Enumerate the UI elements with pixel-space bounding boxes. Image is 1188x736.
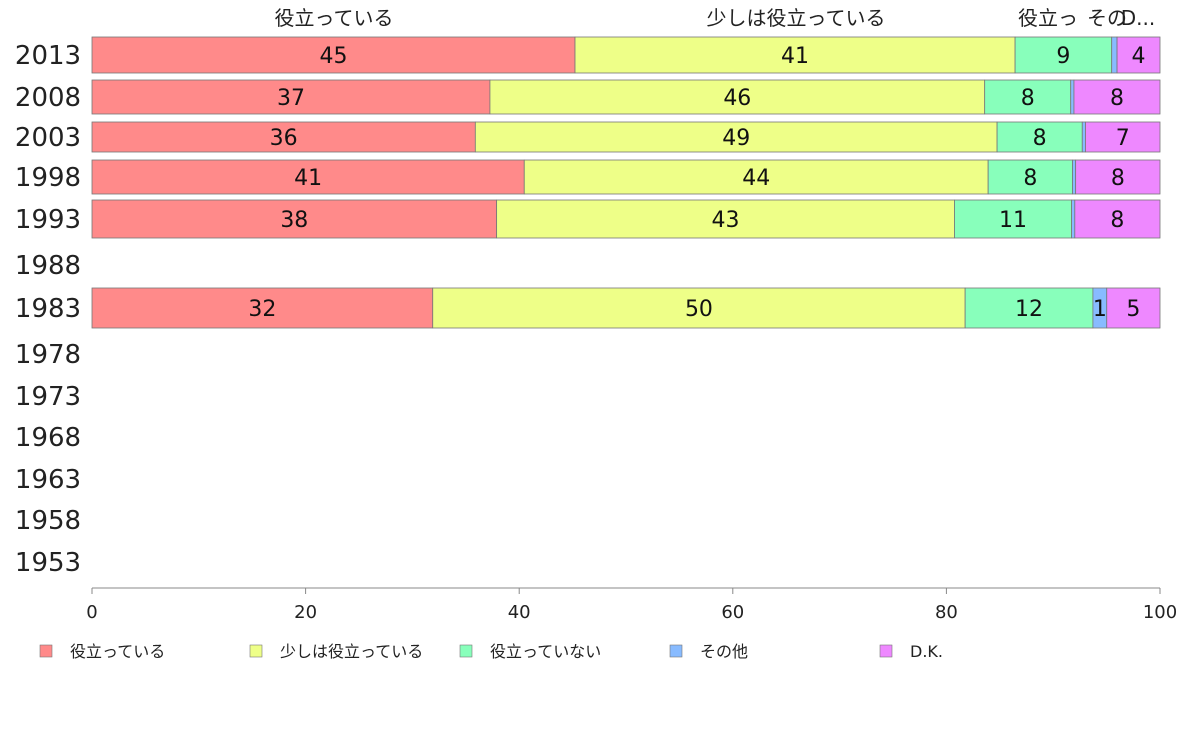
- y-tick-label: 1973: [15, 382, 81, 412]
- data-labels: 45 41 9 4 37 46 8 8 36 49 8 7 41 44 8 8 38 43 11 8 32 50 12 1 5: [248, 44, 1145, 322]
- data-label: 8: [1110, 86, 1124, 111]
- y-tick-label: 1993: [15, 205, 81, 235]
- legend-swatch: [669, 644, 683, 658]
- bar-segment: [954, 199, 1073, 239]
- legend-swatch: [879, 644, 893, 658]
- y-tick-label: 1963: [15, 465, 81, 495]
- data-label: 32: [248, 297, 276, 322]
- y-tick-label: 1988: [15, 251, 81, 281]
- legend-label: D.K.: [910, 642, 943, 661]
- x-tick-label: 0: [86, 602, 97, 623]
- data-label: 50: [685, 297, 713, 322]
- bar-segment: [91, 36, 576, 74]
- data-label: 49: [722, 126, 750, 151]
- bar-segment: [1085, 121, 1161, 153]
- bar-segment: [91, 79, 491, 115]
- bar-segment: [91, 199, 498, 239]
- bar-segment: [996, 121, 1083, 153]
- data-label: 9: [1056, 44, 1070, 69]
- bar-segment: [1075, 159, 1161, 195]
- bar-segment: [523, 159, 989, 195]
- legend-swatch: [39, 644, 53, 658]
- bar-segment: [1070, 79, 1075, 115]
- bar-segment: [91, 287, 434, 329]
- x-tick-label: 100: [1143, 602, 1177, 623]
- bar-segment: [496, 199, 955, 239]
- data-label: 37: [277, 86, 305, 111]
- bar-segment: [432, 287, 966, 329]
- data-label: 11: [999, 208, 1027, 233]
- data-label: 12: [1015, 297, 1043, 322]
- y-tick-label: 1978: [15, 340, 81, 370]
- bar-segment: [574, 36, 1016, 74]
- y-tick-label: 1958: [15, 506, 81, 536]
- x-tick-label: 20: [294, 602, 317, 623]
- data-label: 8: [1021, 86, 1035, 111]
- x-tick-label: 60: [721, 602, 744, 623]
- bar-segment: [1074, 199, 1161, 239]
- legend-label: 役立っている: [70, 642, 165, 661]
- data-label: 8: [1033, 126, 1047, 151]
- x-tick-label: 80: [935, 602, 958, 623]
- column-header: 役立っ: [1018, 6, 1078, 30]
- data-label: 8: [1110, 208, 1124, 233]
- x-tick-label: 40: [508, 602, 531, 623]
- legend-label: 少しは役立っている: [280, 642, 423, 661]
- column-header: 役立っている: [275, 6, 394, 30]
- y-tick-label: 1983: [15, 294, 81, 324]
- bar-segment: [1116, 36, 1161, 74]
- y-tick-label: 1968: [15, 423, 81, 453]
- bar-segment: [1014, 36, 1113, 74]
- legend: 役立っている 少しは役立っている 役立っていない その他 D.K.: [39, 642, 943, 661]
- bar-segment: [91, 121, 476, 153]
- data-label: 36: [270, 126, 298, 151]
- bar-segment: [1071, 199, 1076, 239]
- data-label: 4: [1132, 44, 1146, 69]
- bar-segment: [489, 79, 986, 115]
- legend-swatch: [249, 644, 263, 658]
- y-axis: 2013 2008 2003 1998 1993 1988 1983 1978 1973 1968…: [15, 41, 81, 578]
- column-headers: 役立っている 少しは役立っている 役立っ そのD...: [275, 6, 1156, 30]
- data-label: 7: [1116, 126, 1130, 151]
- y-tick-label: 2013: [15, 41, 81, 71]
- column-header: 少しは役立っている: [707, 6, 886, 30]
- bar-segment: [987, 159, 1073, 195]
- x-axis: 0 20 40 60 80 100: [86, 587, 1177, 623]
- column-header: その: [1087, 6, 1127, 30]
- data-label: 5: [1126, 297, 1140, 322]
- data-label: 45: [320, 44, 348, 69]
- bar-segment: [1081, 121, 1086, 153]
- bar-segment: [1073, 79, 1161, 115]
- bar-segment: [964, 287, 1094, 329]
- y-tick-label: 2008: [15, 83, 81, 113]
- bar-segment: [474, 121, 998, 153]
- legend-swatch: [459, 644, 473, 658]
- y-tick-label: 2003: [15, 123, 81, 153]
- data-label: 38: [280, 208, 308, 233]
- y-tick-label: 1998: [15, 163, 81, 193]
- legend-label: 役立っていない: [490, 642, 601, 661]
- data-label: 41: [294, 166, 322, 191]
- data-label: 8: [1023, 166, 1037, 191]
- bar-segment: [1072, 159, 1077, 195]
- data-label: 43: [712, 208, 740, 233]
- column-header: D...: [1121, 6, 1155, 30]
- data-label: 8: [1111, 166, 1125, 191]
- bar-segment: [1106, 287, 1161, 329]
- data-label: 41: [781, 44, 809, 69]
- bars: [91, 36, 1161, 329]
- bar-segment: [1111, 36, 1118, 74]
- data-label: 1: [1093, 297, 1107, 322]
- bar-segment: [91, 159, 525, 195]
- data-label: 46: [723, 86, 751, 111]
- data-label: 44: [742, 166, 770, 191]
- y-tick-label: 1953: [15, 548, 81, 578]
- legend-label: その他: [700, 642, 748, 661]
